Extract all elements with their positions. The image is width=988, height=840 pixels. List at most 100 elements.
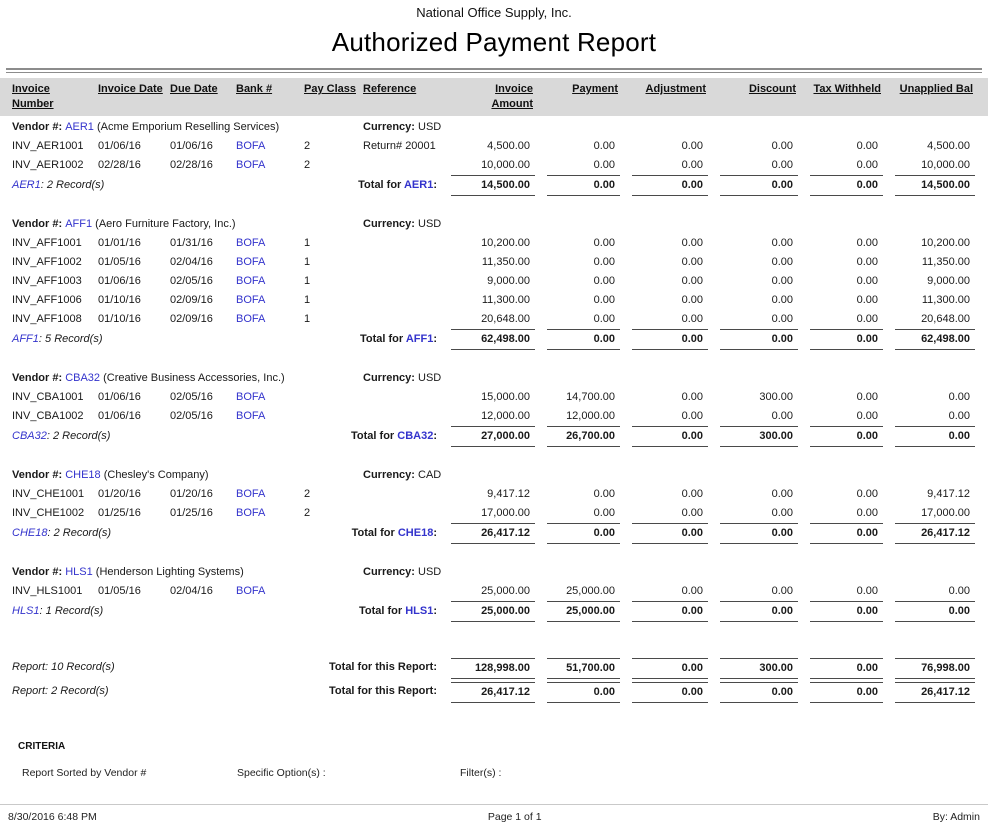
cell-invoice-date: 01/20/16 (98, 488, 141, 500)
vendor-code-link[interactable]: AFF1 (65, 218, 93, 230)
cell-tax-withheld: 0.00 (856, 256, 878, 268)
column-header-adjustment[interactable]: Adjustment (645, 83, 707, 95)
group-record-count: AER1: 2 Record(s) (10, 176, 234, 196)
currency-cell: Currency: CAD (361, 466, 620, 485)
report-total-row: Report: 10 Record(s) Total for this Repor… (0, 658, 988, 679)
group-record-count: CBA32: 2 Record(s) (10, 427, 234, 447)
group-record-vendor-code[interactable]: AFF1 (12, 333, 39, 345)
cell-pay-class: 2 (304, 507, 311, 519)
group-record-vendor-code[interactable]: AER1 (12, 179, 41, 191)
column-header-due-date[interactable]: Due Date (170, 83, 218, 95)
group-total-vendor-code[interactable]: AFF1 (405, 333, 434, 345)
cell-payment: 0.00 (593, 294, 615, 306)
vendor-code-link[interactable]: CHE18 (65, 469, 101, 481)
column-header-invoice-amount[interactable]: Invoice Amount (491, 83, 533, 110)
cell-due-date: 02/09/16 (170, 313, 213, 325)
cell-adjustment: 0.00 (632, 156, 708, 176)
group-total-vendor-code[interactable]: AER1 (403, 179, 434, 191)
column-header-reference[interactable]: Reference (363, 83, 417, 95)
cell-due-date: 02/05/16 (170, 275, 213, 287)
column-header-invoice-date[interactable]: Invoice Date (98, 83, 163, 95)
group-total-vendor-code[interactable]: HLS1 (405, 605, 434, 617)
group-record-vendor-code[interactable]: CHE18 (12, 527, 48, 539)
cell-invoice-amount: 11,350.00 (481, 256, 530, 268)
cell-due-date: 02/05/16 (170, 410, 213, 422)
cell-unapplied-bal: 17,000.00 (895, 504, 975, 524)
cell-tax-withheld: 0.00 (856, 275, 878, 287)
cell-adjustment: 0.00 (632, 310, 708, 330)
bank-link[interactable]: BOFA (236, 275, 266, 287)
column-header-payment[interactable]: Payment (572, 83, 618, 95)
bank-link[interactable]: BOFA (236, 313, 266, 325)
report-total-unapplied-bal: 76,998.00 (895, 658, 975, 679)
cell-reference (361, 291, 439, 310)
group-total-row: CBA32: 2 Record(s) Total for CBA32: 27,000… (0, 427, 988, 447)
total-adjustment: 0.00 (632, 176, 708, 196)
cell-discount: 0.00 (771, 275, 793, 287)
cell-tax-withheld: 0.00 (856, 140, 878, 152)
total-adjustment: 0.00 (632, 427, 708, 447)
bank-link[interactable]: BOFA (236, 488, 266, 500)
group-record-text: : 1 Record(s) (39, 605, 104, 617)
cell-tax-withheld: 0.00 (810, 504, 883, 524)
cell-discount: 300.00 (759, 391, 793, 403)
bank-link[interactable]: BOFA (236, 237, 266, 249)
cell-invoice-date: 01/06/16 (98, 140, 141, 152)
total-invoice-amount: 26,417.12 (451, 524, 535, 544)
total-tax-withheld: 0.00 (810, 524, 883, 544)
page-footer: 8/30/2016 6:48 PM Page 1 of 1 By: Admin (8, 811, 980, 823)
bank-link[interactable]: BOFA (236, 256, 266, 268)
cell-discount: 0.00 (771, 294, 793, 306)
cell-discount: 0.00 (771, 140, 793, 152)
vendor-code-link[interactable]: CBA32 (65, 372, 101, 384)
group-record-count: AFF1: 5 Record(s) (10, 330, 234, 350)
vendor-label: Vendor #: (12, 372, 66, 384)
cell-reference (361, 407, 439, 427)
cell-due-date: 02/04/16 (170, 585, 213, 597)
bank-link[interactable]: BOFA (236, 585, 266, 597)
company-name: National Office Supply, Inc. (416, 5, 572, 20)
total-invoice-amount: 14,500.00 (451, 176, 535, 196)
column-header-unapplied-bal[interactable]: Unapplied Bal (899, 83, 973, 95)
group-total-prefix: Total for (358, 605, 406, 617)
bank-link[interactable]: BOFA (236, 140, 266, 152)
group-total-colon: : (433, 179, 437, 191)
currency-value: USD (418, 121, 442, 133)
column-header-bank[interactable]: Bank # (236, 83, 273, 95)
bank-link[interactable]: BOFA (236, 410, 266, 422)
total-payment: 0.00 (547, 176, 620, 196)
vendor-code-link[interactable]: HLS1 (65, 566, 93, 578)
cell-reference (361, 582, 439, 602)
vendor-code-link[interactable]: AER1 (65, 121, 94, 133)
cell-unapplied-bal: 10,000.00 (895, 156, 975, 176)
group-total-row: CHE18: 2 Record(s) Total for CHE18: 26,417… (0, 524, 988, 544)
group-record-vendor-code[interactable]: HLS1 (12, 605, 40, 617)
vendor-title: Vendor #: AER1 (Acme Emporium Reselling … (10, 118, 361, 137)
bank-link[interactable]: BOFA (236, 391, 266, 403)
currency-cell: Currency: USD (361, 563, 620, 582)
vendor-label: Vendor #: (12, 121, 66, 133)
total-discount: 0.00 (720, 602, 798, 622)
bank-link[interactable]: BOFA (236, 294, 266, 306)
cell-reference (361, 388, 439, 407)
cell-reference (361, 485, 439, 504)
cell-payment: 12,000.00 (547, 407, 620, 427)
group-record-text: : 2 Record(s) (46, 430, 111, 442)
group-total-vendor-code[interactable]: CBA32 (397, 430, 434, 442)
criteria-sorted-by: Report Sorted by Vendor # (22, 767, 147, 779)
cell-invoice-number: INV_HLS1001 (12, 585, 83, 597)
column-header-discount[interactable]: Discount (748, 83, 796, 95)
column-header-tax-withheld[interactable]: Tax Withheld (813, 83, 881, 95)
group-total-label: Total for AER1: (234, 176, 439, 196)
total-tax-withheld: 0.00 (810, 176, 883, 196)
invoice-row: INV_AFF1002 01/05/16 02/04/16 BOFA 1 11,350.0… (0, 253, 988, 272)
column-header-invoice-number[interactable]: Invoice Number (12, 83, 54, 110)
group-total-vendor-code[interactable]: CHE18 (397, 527, 434, 539)
group-record-vendor-code[interactable]: CBA32 (12, 430, 47, 442)
bank-link[interactable]: BOFA (236, 159, 266, 171)
column-header-pay-class[interactable]: Pay Class (304, 83, 356, 95)
cell-invoice-number: INV_AFF1008 (12, 313, 82, 325)
cell-unapplied-bal: 10,200.00 (921, 237, 970, 249)
cell-invoice-number: INV_CHE1002 (12, 507, 85, 519)
bank-link[interactable]: BOFA (236, 507, 266, 519)
